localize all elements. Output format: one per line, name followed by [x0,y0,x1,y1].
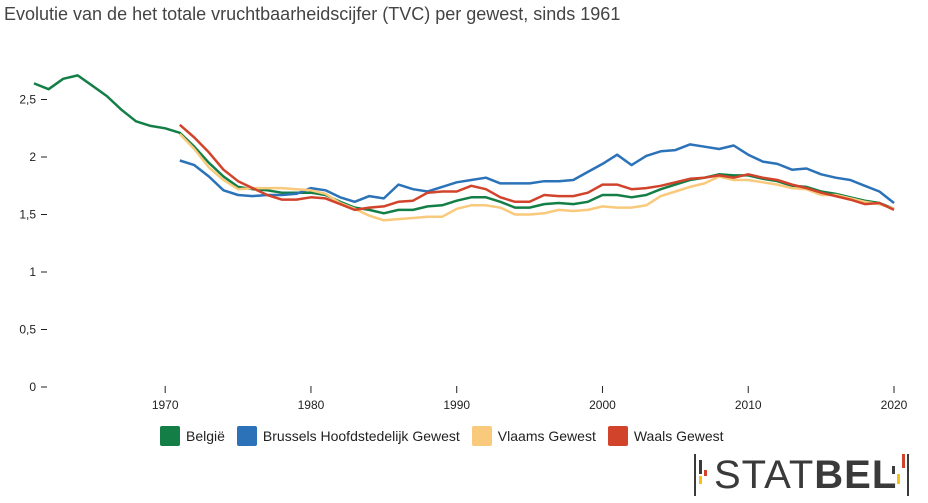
legend-item[interactable]: België [160,426,225,446]
series-line-vlaams-gewest [178,133,895,222]
x-tick-label: 1980 [298,398,325,412]
y-tick-label: 0 [29,380,36,394]
chart-title: Evolutie van de het totale vruchtbaarhei… [4,4,621,24]
legend-swatch [160,426,180,446]
legend-swatch [471,426,492,446]
y-tick-label: 1 [29,265,36,279]
y-axis: 0 0,5 1 1,5 2 2,5 [19,93,47,394]
y-tick-label: 2 [29,150,36,164]
legend-swatch [236,426,257,446]
x-tick-label: 2000 [589,398,616,412]
legend-label: Brussels Hoofdstedelijk Gewest [262,428,460,444]
y-tick-label: 2,5 [19,93,36,107]
logo-wordmark: STATBEL [714,453,898,497]
legend-label: Waals Gewest [633,428,724,444]
legend-item[interactable]: Brussels Hoofdstedelijk Gewest [236,426,460,446]
legend-item[interactable]: Vlaams Gewest [471,426,596,446]
statbel-logo: STATBEL [692,452,922,498]
legend-label: Vlaams Gewest [497,428,596,444]
x-tick-label: 1990 [443,398,470,412]
legend-swatch [607,426,628,446]
legend-item[interactable]: Waals Gewest [607,426,724,446]
chart-plot-area: 0 0,5 1 1,5 2 2,5 1970 1980 1990 2000 2010 2020 [19,74,908,412]
x-axis: 1970 1980 1990 2000 2010 2020 [152,386,908,412]
chart-legend: België Brussels Hoofdstedelijk Gewest Vlaa… [160,426,736,446]
series-line-waals-gewest [178,123,895,212]
logo-left-mark-icon [694,454,707,496]
series-line-belgi- [33,74,895,215]
x-tick-label: 1970 [152,398,179,412]
y-tick-label: 1,5 [19,208,36,222]
y-tick-label: 0,5 [19,323,36,337]
legend-label: België [186,428,225,444]
series-line-brussels-hoofdstedelijk-gewest [179,143,895,204]
series-lines [33,74,895,222]
x-tick-label: 2020 [881,398,908,412]
x-tick-label: 2010 [735,398,762,412]
logo-right-mark-icon [892,454,909,496]
